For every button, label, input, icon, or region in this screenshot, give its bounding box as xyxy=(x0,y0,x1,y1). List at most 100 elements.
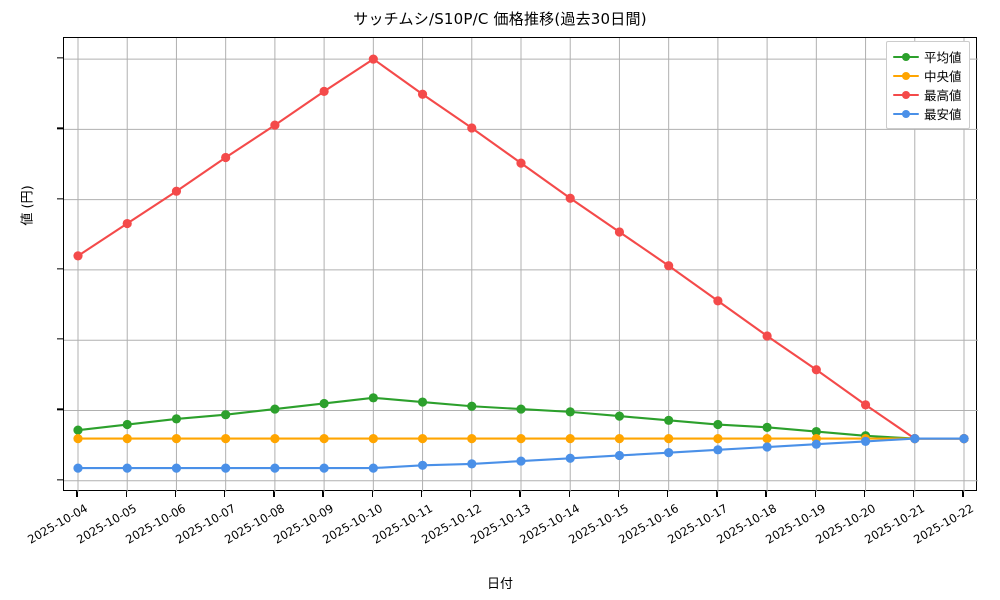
data-point xyxy=(811,365,821,375)
data-point xyxy=(614,450,625,461)
x-tick-label: 2025-10-08 xyxy=(221,501,287,547)
data-point xyxy=(368,433,378,444)
x-tick-label: 2025-10-07 xyxy=(172,501,238,547)
x-tick-mark xyxy=(273,491,275,497)
data-point xyxy=(565,407,575,417)
x-tick-mark xyxy=(174,491,177,497)
x-tick-mark xyxy=(863,491,866,497)
data-point xyxy=(565,433,575,444)
data-point xyxy=(664,261,674,271)
data-point xyxy=(762,331,772,341)
data-point xyxy=(171,186,182,196)
series-layer xyxy=(73,54,969,473)
chart-legend[interactable]: 平均値 中央値 最高値最安値 xyxy=(886,41,970,129)
data-point xyxy=(467,459,477,469)
legend-label: 最安値 xyxy=(924,107,962,122)
data-point xyxy=(171,463,182,473)
data-point xyxy=(860,436,871,446)
data-point xyxy=(270,404,280,414)
x-tick-label: 2025-10-14 xyxy=(517,501,583,547)
x-tick-label: 2025-10-11 xyxy=(369,501,435,547)
data-point xyxy=(368,463,378,473)
x-tick-label: 2025-10-06 xyxy=(123,501,189,547)
x-tick-label: 2025-10-17 xyxy=(664,501,730,547)
data-point xyxy=(516,456,526,466)
x-tick-label: 2025-10-22 xyxy=(911,501,976,547)
x-tick-label: 2025-10-16 xyxy=(615,501,681,547)
data-point xyxy=(73,433,83,444)
x-tick-label: 2025-10-12 xyxy=(418,501,484,547)
data-point xyxy=(762,433,772,444)
data-point xyxy=(270,120,280,130)
data-point xyxy=(221,463,231,473)
x-tick-label: 2025-10-04 xyxy=(25,501,90,547)
data-point xyxy=(467,123,477,133)
data-point xyxy=(713,433,723,444)
data-point xyxy=(221,152,231,163)
data-point xyxy=(516,404,526,414)
data-point xyxy=(368,393,378,403)
data-point xyxy=(614,433,625,444)
data-point xyxy=(614,411,625,421)
legend-item-4[interactable]: 最安値 xyxy=(893,104,962,123)
data-point xyxy=(762,442,772,452)
x-tick-mark xyxy=(125,491,127,497)
x-tick-mark xyxy=(716,491,718,497)
legend-item-1[interactable]: 平均値 xyxy=(893,47,962,66)
data-point xyxy=(122,433,132,444)
data-point xyxy=(565,453,575,463)
data-point xyxy=(860,400,871,410)
data-point xyxy=(417,89,428,99)
series-2 xyxy=(73,433,969,444)
x-tick-mark xyxy=(962,491,964,497)
x-axis-label: 日付 xyxy=(486,577,513,592)
x-tick-label: 2025-10-10 xyxy=(320,501,386,547)
data-point xyxy=(319,398,329,409)
data-point xyxy=(122,218,132,229)
data-point xyxy=(73,251,83,261)
data-point xyxy=(417,397,428,407)
x-tick-label: 2025-10-09 xyxy=(271,501,337,547)
data-point xyxy=(319,433,329,444)
legend-item-3[interactable]: 最高値 xyxy=(893,85,962,104)
data-point xyxy=(811,426,821,437)
data-point xyxy=(122,463,132,473)
data-point xyxy=(811,439,821,449)
x-tick-mark xyxy=(519,491,521,497)
x-tick-label: 2025-10-21 xyxy=(861,501,927,547)
legend-swatch-icon xyxy=(893,89,919,101)
y-axis-label: 値 (円) xyxy=(20,185,36,226)
data-point xyxy=(319,86,329,97)
x-tick-mark xyxy=(470,491,472,497)
data-point xyxy=(664,433,674,444)
data-point xyxy=(614,227,625,237)
data-point xyxy=(910,433,920,444)
data-point xyxy=(368,54,378,64)
x-tick-label: 2025-10-05 xyxy=(74,501,140,547)
data-point xyxy=(959,433,969,444)
x-tick-mark xyxy=(913,491,915,497)
data-point xyxy=(122,419,132,430)
data-point xyxy=(319,463,329,473)
data-point xyxy=(713,445,723,455)
data-point xyxy=(417,433,428,444)
series-1 xyxy=(73,393,969,444)
page-title: サッチムシ/S10P/C 価格推移(過去30日間) xyxy=(353,10,647,28)
x-tick-mark xyxy=(765,491,767,497)
data-point xyxy=(417,460,428,470)
legend-swatch-icon xyxy=(893,70,919,82)
x-tick-label: 2025-10-13 xyxy=(468,501,533,547)
data-point xyxy=(467,433,477,444)
data-point xyxy=(270,433,280,444)
data-point xyxy=(664,448,674,458)
data-point xyxy=(516,433,526,444)
data-point xyxy=(171,433,182,444)
data-point xyxy=(713,296,723,306)
x-tick-label: 2025-10-19 xyxy=(763,501,829,547)
x-tick-mark xyxy=(420,491,423,497)
x-tick-mark xyxy=(322,491,324,497)
x-tick-mark xyxy=(617,491,620,497)
legend-item-2[interactable]: 中央値 xyxy=(893,66,962,85)
data-point xyxy=(171,414,182,424)
